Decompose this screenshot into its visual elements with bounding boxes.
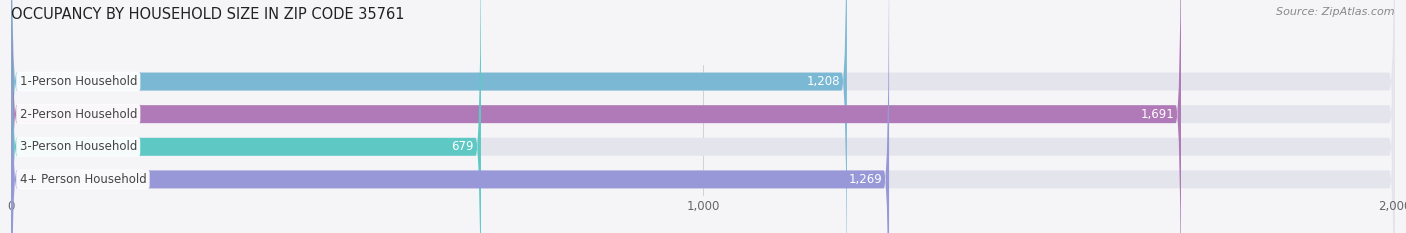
Text: 679: 679 bbox=[451, 140, 474, 153]
FancyBboxPatch shape bbox=[11, 0, 1395, 233]
Text: 4+ Person Household: 4+ Person Household bbox=[20, 173, 146, 186]
FancyBboxPatch shape bbox=[11, 0, 1395, 233]
Text: 1,269: 1,269 bbox=[848, 173, 882, 186]
Text: 2-Person Household: 2-Person Household bbox=[20, 108, 136, 121]
FancyBboxPatch shape bbox=[11, 0, 1395, 233]
FancyBboxPatch shape bbox=[11, 0, 481, 233]
Text: 1,691: 1,691 bbox=[1140, 108, 1174, 121]
Text: 1,208: 1,208 bbox=[807, 75, 839, 88]
FancyBboxPatch shape bbox=[11, 0, 846, 233]
Text: Source: ZipAtlas.com: Source: ZipAtlas.com bbox=[1277, 7, 1395, 17]
Text: 1-Person Household: 1-Person Household bbox=[20, 75, 136, 88]
FancyBboxPatch shape bbox=[11, 0, 1395, 233]
FancyBboxPatch shape bbox=[11, 0, 889, 233]
Text: 3-Person Household: 3-Person Household bbox=[20, 140, 136, 153]
FancyBboxPatch shape bbox=[11, 0, 1181, 233]
Text: OCCUPANCY BY HOUSEHOLD SIZE IN ZIP CODE 35761: OCCUPANCY BY HOUSEHOLD SIZE IN ZIP CODE … bbox=[11, 7, 405, 22]
